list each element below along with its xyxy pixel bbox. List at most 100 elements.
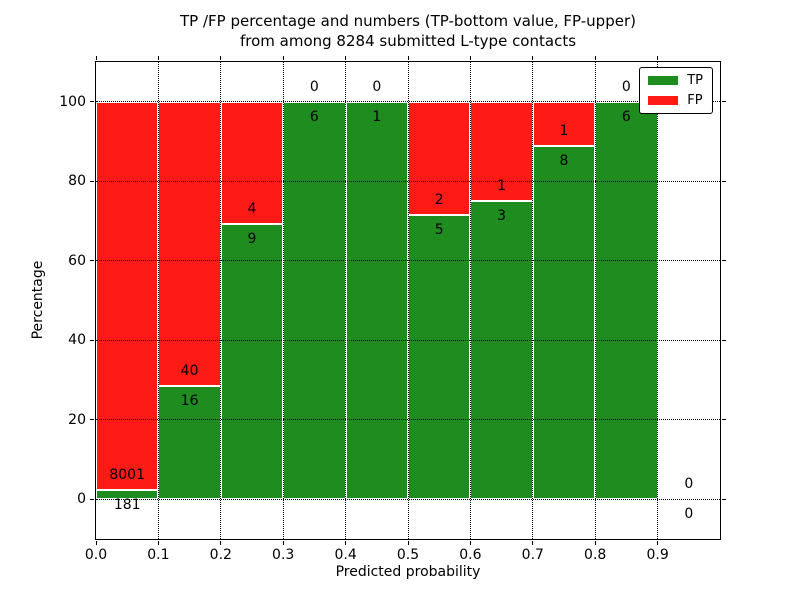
bar-segment-tp <box>470 201 533 500</box>
x-gridline <box>594 62 596 539</box>
y-gridline <box>96 419 720 421</box>
fp-legend-swatch <box>648 96 679 105</box>
x-tick-mark-top <box>532 56 534 60</box>
y-gridline <box>96 498 720 500</box>
x-gridline <box>469 62 471 539</box>
y-tick-label: 0 <box>77 491 86 508</box>
x-gridline <box>407 62 409 539</box>
fp-count-label: 0 <box>621 78 631 95</box>
bar-segment-fp <box>158 101 221 386</box>
bar-segment-tp <box>96 490 159 500</box>
bar-segment-fp <box>532 101 596 146</box>
x-tick-label: 0.3 <box>272 547 295 563</box>
bar-segment-fp <box>470 101 533 202</box>
y-tick-mark <box>90 260 94 262</box>
fp-count-label: 8001 <box>109 467 146 484</box>
y-tick-mark <box>90 419 94 421</box>
tp-count-label: 8 <box>559 152 569 169</box>
y-tick-mark <box>90 498 94 500</box>
fp-count-label: 0 <box>309 78 319 95</box>
bar-segment-fp <box>96 101 159 491</box>
tp-legend-label: TP <box>687 73 703 88</box>
x-tick-mark-top <box>95 56 97 60</box>
y-tick-label: 20 <box>68 411 86 428</box>
fp-count-label: 4 <box>247 201 257 218</box>
bar-segment-tp <box>158 385 221 500</box>
x-tick-label: 0.7 <box>521 547 544 563</box>
tp-count-label: 0 <box>684 506 694 523</box>
x-gridline <box>282 62 284 539</box>
x-gridline <box>220 62 222 539</box>
x-tick-label: 0.0 <box>84 547 108 563</box>
bar-segment-tp <box>408 215 471 500</box>
tp-count-label: 1 <box>372 108 382 125</box>
x-tick-mark <box>407 541 409 545</box>
fp-count-label: 0 <box>372 78 382 95</box>
bar-segment-tp <box>283 101 346 500</box>
fp-count-label: 1 <box>559 122 569 139</box>
tp-legend-swatch <box>648 76 679 85</box>
fp-count-label: 2 <box>434 192 444 209</box>
chart-title-line1: TP /FP percentage and numbers (TP-bottom… <box>180 12 636 30</box>
x-tick-mark-top <box>594 56 596 60</box>
tp-count-label: 5 <box>434 222 444 239</box>
x-tick-label: 0.8 <box>584 547 607 563</box>
y-tick-mark-right <box>722 419 726 421</box>
x-tick-label: 0.1 <box>147 547 170 563</box>
x-tick-label: 0.2 <box>209 547 232 563</box>
x-tick-label: 0.6 <box>459 547 482 563</box>
fp-legend-label: FP <box>687 93 703 108</box>
x-tick-mark-top <box>407 56 409 60</box>
y-gridline <box>96 339 720 341</box>
bar-segment-tp <box>532 145 596 500</box>
x-gridline <box>157 62 159 539</box>
x-tick-mark <box>95 541 97 545</box>
bar-segment-fp <box>220 101 284 225</box>
x-tick-mark <box>657 541 659 545</box>
y-tick-label: 100 <box>59 93 86 110</box>
tp-count-label: 3 <box>497 208 507 225</box>
y-tick-mark <box>90 180 94 182</box>
x-tick-mark <box>594 541 596 545</box>
x-tick-label: 0.9 <box>646 547 669 563</box>
y-tick-mark-right <box>722 101 726 103</box>
x-tick-label: 0.5 <box>396 547 420 563</box>
tp-count-label: 9 <box>247 231 257 248</box>
x-tick-mark-top <box>282 56 284 60</box>
tp-count-label: 6 <box>621 108 631 125</box>
x-tick-mark <box>469 541 471 545</box>
y-tick-mark <box>90 339 94 341</box>
x-tick-mark-top <box>657 56 659 60</box>
legend-entry-tp: TP <box>648 74 703 87</box>
legend-entry-fp: FP <box>648 94 703 107</box>
x-tick-mark-top <box>220 56 222 60</box>
fp-count-label: 40 <box>180 362 199 379</box>
y-tick-label: 40 <box>68 332 86 349</box>
y-tick-mark <box>90 101 94 103</box>
y-gridline <box>96 260 720 262</box>
tp-count-label: 16 <box>180 392 199 409</box>
x-tick-mark <box>282 541 284 545</box>
y-tick-mark-right <box>722 180 726 182</box>
x-tick-mark <box>532 541 534 545</box>
fp-count-label: 1 <box>497 178 507 195</box>
y-tick-label: 80 <box>68 173 86 190</box>
x-gridline <box>657 62 659 539</box>
y-gridline <box>96 180 720 182</box>
x-tick-mark-top <box>345 56 347 60</box>
y-gridline <box>96 101 720 103</box>
x-tick-mark-top <box>469 56 471 60</box>
chart-title-line2: from among 8284 submitted L-type contact… <box>239 32 577 50</box>
tp-count-label: 6 <box>309 108 319 125</box>
y-tick-label: 60 <box>68 252 86 269</box>
x-tick-mark-top <box>157 56 159 60</box>
x-tick-label: 0.4 <box>334 547 357 563</box>
bar-segment-tp <box>345 101 408 500</box>
y-tick-mark-right <box>722 260 726 262</box>
x-tick-mark <box>220 541 222 545</box>
fp-count-label: 0 <box>684 476 694 493</box>
tp-count-label: 181 <box>113 497 141 514</box>
plot-area: TP FP 8001 181 40 16 4 9 0 6 0 1 2 5 1 3 1 8 0 6 0 0 <box>95 61 721 540</box>
legend: TP FP <box>639 67 713 114</box>
